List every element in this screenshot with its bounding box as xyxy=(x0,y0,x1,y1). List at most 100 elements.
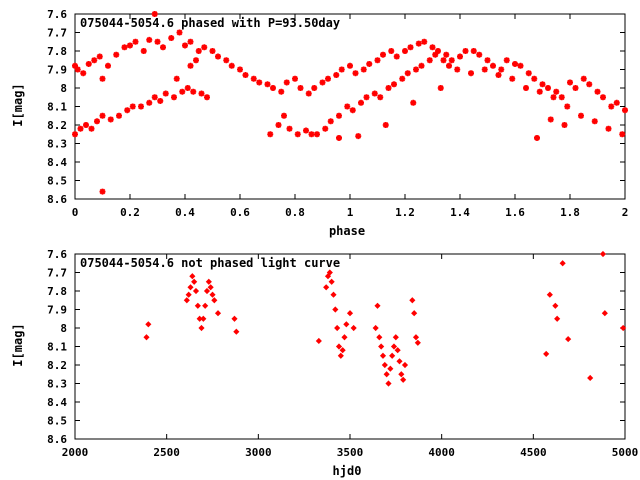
data-point xyxy=(421,38,428,45)
data-point xyxy=(402,48,408,54)
data-point xyxy=(223,57,230,64)
x-tick-label: 3000 xyxy=(245,446,272,459)
data-point xyxy=(303,127,309,134)
y-tick-label: 8.3 xyxy=(47,138,67,151)
data-point xyxy=(146,36,153,43)
data-point xyxy=(350,324,357,332)
chart-title: 075044-5054.6 phased with P=93.50day xyxy=(80,16,340,30)
data-point xyxy=(559,260,566,267)
data-point xyxy=(409,297,416,304)
data-point xyxy=(191,278,198,285)
data-point xyxy=(613,99,620,106)
data-point xyxy=(99,112,106,119)
data-point xyxy=(162,90,169,97)
data-point xyxy=(207,284,214,291)
data-point xyxy=(195,48,202,54)
x-axis-label: phase xyxy=(329,224,365,238)
data-point xyxy=(381,361,388,369)
data-point xyxy=(297,85,304,91)
data-point xyxy=(113,51,120,58)
data-point xyxy=(187,38,194,45)
data-point xyxy=(200,315,207,322)
data-point xyxy=(343,321,350,328)
data-point xyxy=(366,60,373,67)
data-point xyxy=(446,62,452,69)
data-point xyxy=(539,81,546,88)
data-point xyxy=(594,88,601,95)
data-point xyxy=(503,57,510,64)
data-point xyxy=(382,122,389,128)
y-tick-label: 7.7 xyxy=(47,27,67,40)
data-point xyxy=(267,131,274,138)
x-tick-label: 4500 xyxy=(520,446,547,459)
data-point xyxy=(228,62,235,69)
data-point xyxy=(250,75,257,82)
data-point xyxy=(404,70,411,77)
data-point xyxy=(328,278,335,285)
x-tick-label: 1.8 xyxy=(560,206,580,219)
x-tick-label: 5000 xyxy=(612,446,639,459)
data-point xyxy=(410,99,417,106)
data-point xyxy=(599,250,607,258)
data-point xyxy=(105,62,111,69)
y-axis-label: I[mag] xyxy=(11,323,25,366)
data-point xyxy=(99,75,106,82)
data-point xyxy=(432,51,439,58)
data-point xyxy=(341,334,348,341)
y-tick-label: 7.9 xyxy=(47,64,67,77)
tick-group: 0 0.2 0.4 0.6 0.8 1 1.2 1.4 1.6 1.8 2 7.6 7.7 7.8 7.9 8… xyxy=(47,8,628,219)
data-point xyxy=(198,90,205,97)
data-point xyxy=(374,302,381,309)
data-point xyxy=(336,134,342,141)
data-point xyxy=(346,310,354,317)
data-point xyxy=(546,291,553,298)
data-point xyxy=(311,85,318,91)
data-point xyxy=(414,339,421,346)
data-point xyxy=(209,291,216,298)
data-point xyxy=(330,291,337,298)
data-point xyxy=(215,53,221,60)
data-point xyxy=(335,343,343,350)
data-point xyxy=(622,107,628,114)
data-point xyxy=(550,94,557,101)
data-point xyxy=(242,72,249,79)
x-tick-label: 0.6 xyxy=(230,206,250,219)
data-point xyxy=(204,94,210,101)
data-point xyxy=(390,343,398,350)
data-point xyxy=(179,88,186,95)
data-point xyxy=(160,44,166,51)
data-point xyxy=(338,66,345,73)
data-point xyxy=(281,112,287,119)
data-point xyxy=(99,188,106,195)
data-point xyxy=(376,334,383,341)
y-tick-label: 8.5 xyxy=(47,415,67,428)
data-point xyxy=(336,112,342,119)
data-point xyxy=(457,53,463,60)
data-point xyxy=(401,361,409,369)
data-point xyxy=(283,79,290,86)
data-point xyxy=(392,334,399,341)
data-point xyxy=(525,70,532,77)
data-point xyxy=(72,131,78,138)
data-point xyxy=(107,116,114,123)
data-point xyxy=(96,53,103,60)
data-point xyxy=(176,29,183,36)
data-point xyxy=(481,66,488,73)
x-tick-label: 1 xyxy=(347,206,354,219)
data-point xyxy=(140,48,147,54)
x-tick-label: 2 xyxy=(622,206,629,219)
unphased-light-curve-panel: 075044-5054.6 not phased light curve hjd… xyxy=(11,248,638,478)
y-tick-label: 8.1 xyxy=(47,101,67,114)
data-point xyxy=(211,297,218,304)
data-point xyxy=(608,103,615,110)
data-point xyxy=(591,118,598,125)
data-point xyxy=(383,371,390,378)
data-point xyxy=(572,85,579,91)
data-point xyxy=(534,134,540,141)
y-tick-label: 8.6 xyxy=(47,433,67,446)
y-tick-label: 8 xyxy=(60,82,67,95)
data-point xyxy=(344,103,351,110)
data-point xyxy=(379,352,387,359)
data-point xyxy=(352,70,359,77)
data-point xyxy=(470,48,477,54)
